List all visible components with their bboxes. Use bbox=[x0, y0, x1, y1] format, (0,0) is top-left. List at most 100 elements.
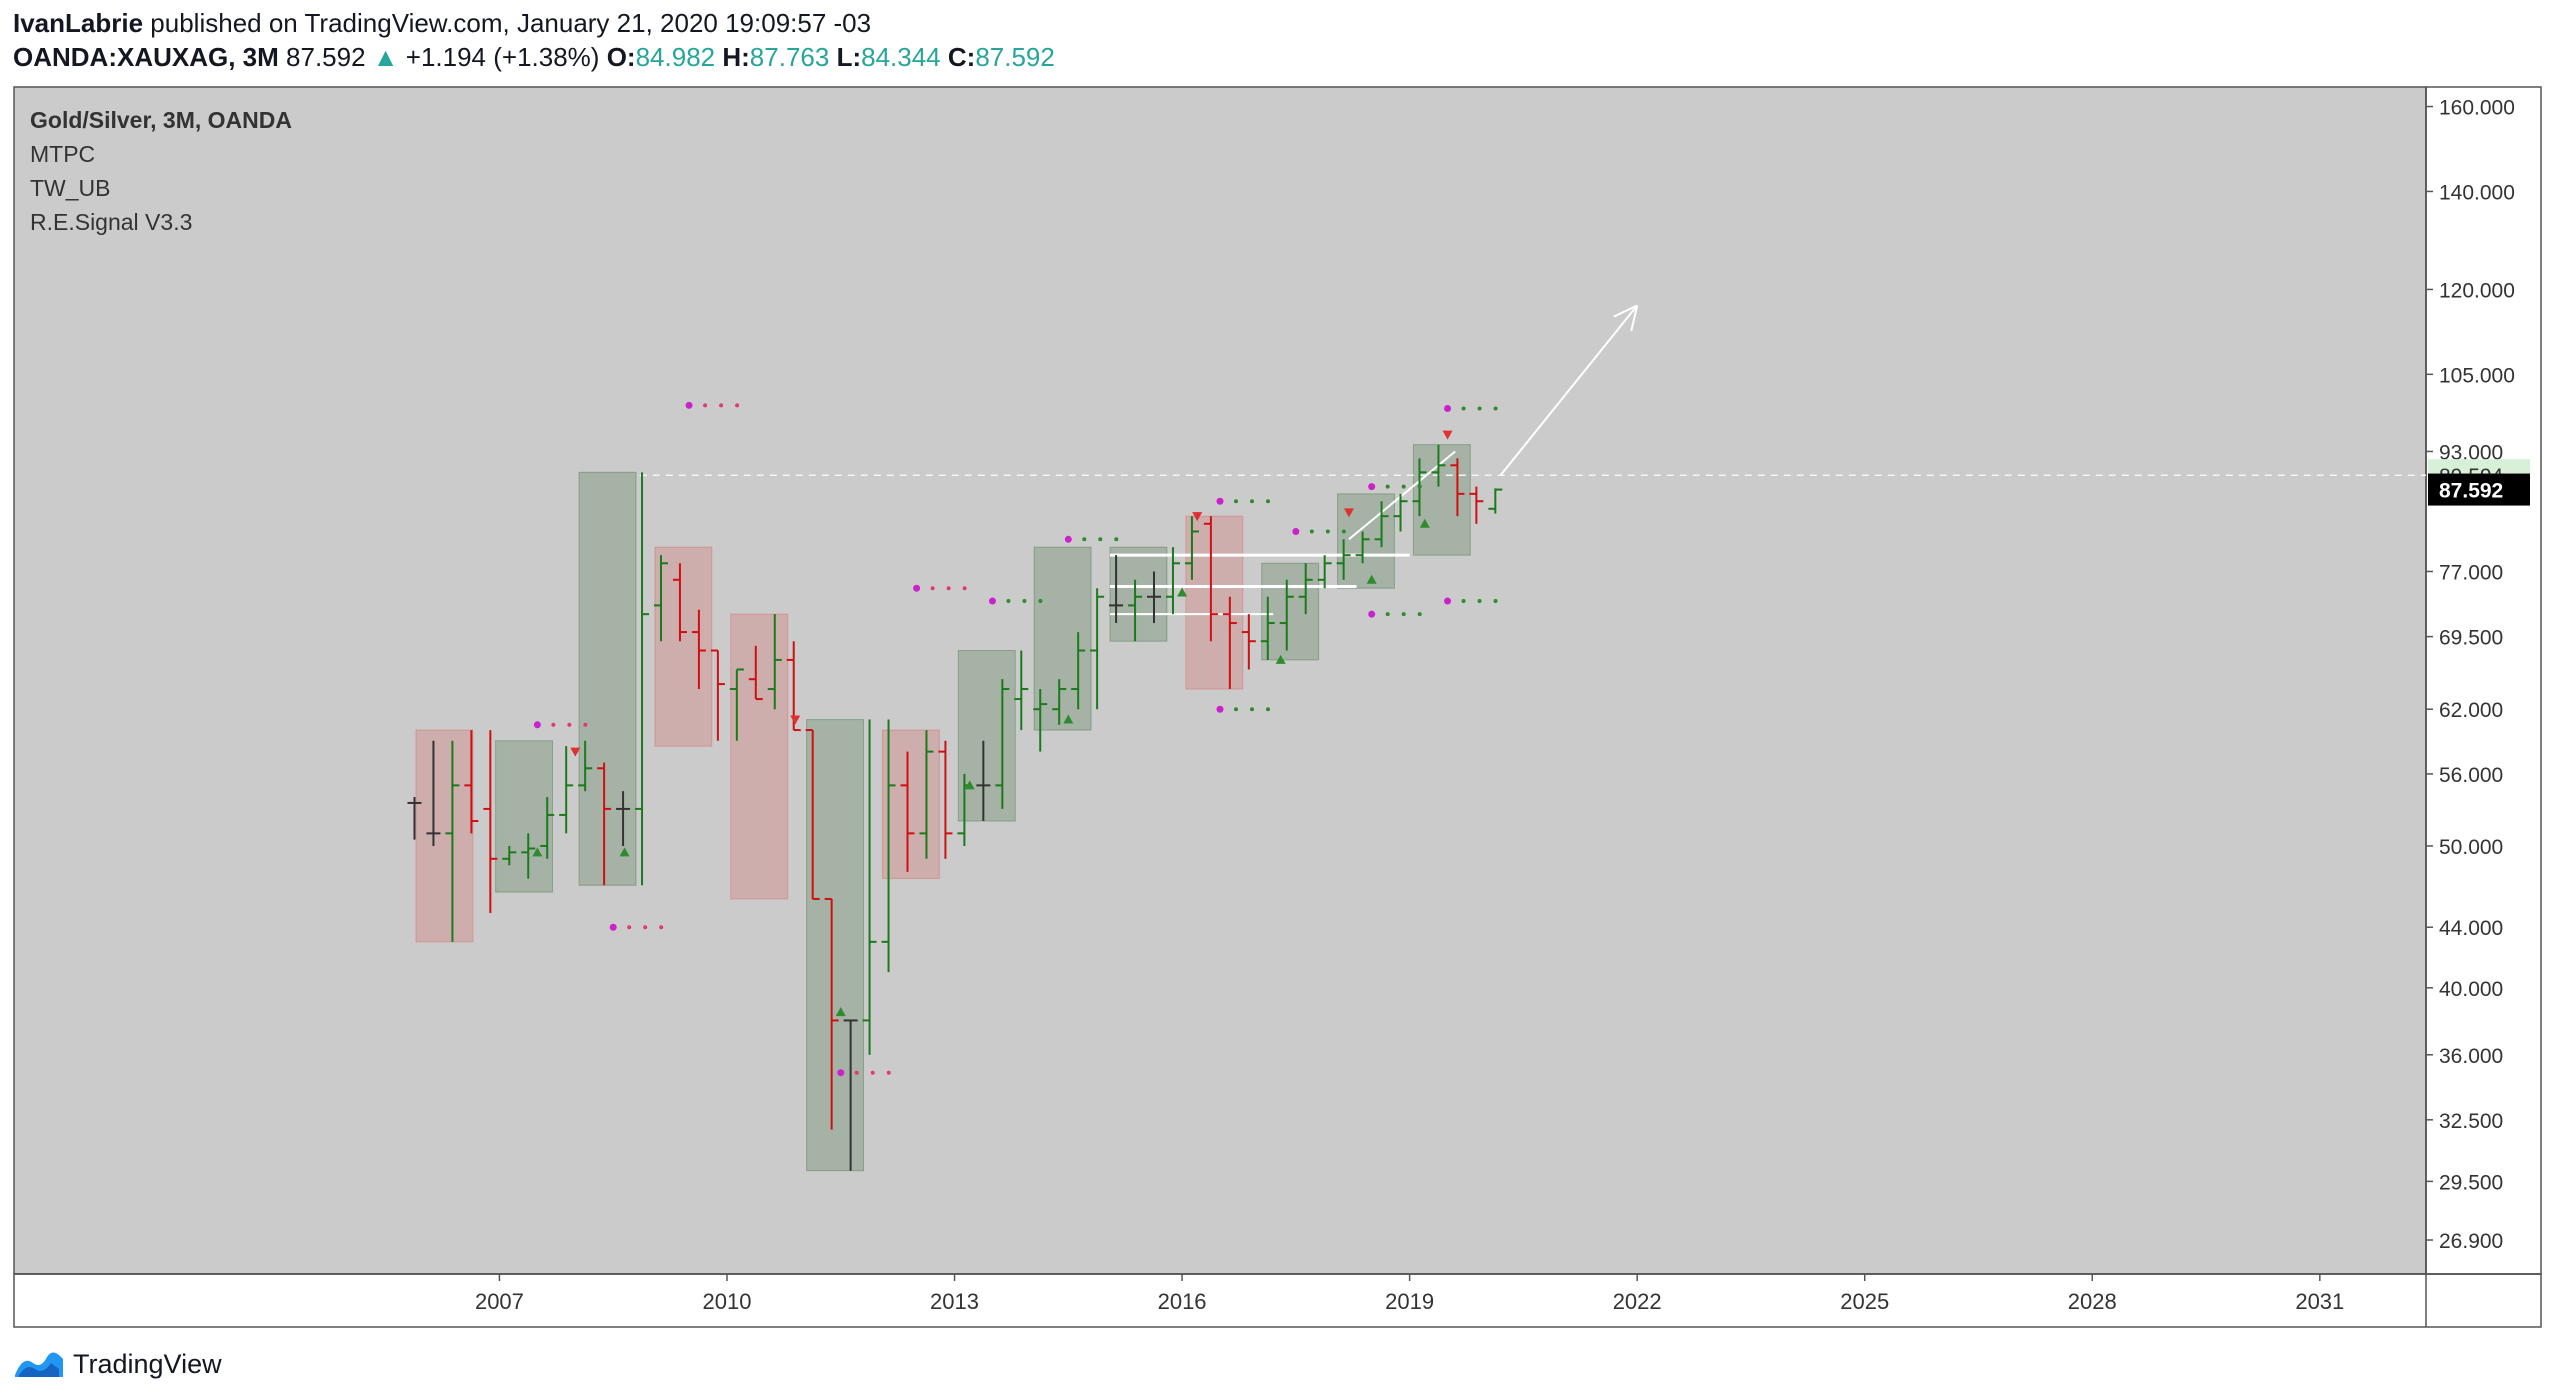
last-price-label: 87.592 bbox=[2439, 480, 2503, 503]
low-key: L: bbox=[836, 42, 862, 72]
range-box-red bbox=[654, 546, 713, 747]
signal-dot bbox=[1368, 483, 1376, 491]
signal-trail-dot bbox=[870, 1070, 875, 1075]
signal-trail-dot bbox=[1038, 599, 1043, 604]
projection-arrow-head bbox=[1613, 304, 1638, 318]
legend-indicator-mtpc[interactable]: MTPC bbox=[30, 141, 95, 167]
signal-trail-dot bbox=[1022, 599, 1027, 604]
signal-trail-dot bbox=[1401, 484, 1406, 489]
x-tick-label: 2019 bbox=[1385, 1289, 1434, 1314]
projection-arrow-line bbox=[1499, 304, 1638, 476]
sell-signal-marker bbox=[1343, 508, 1354, 518]
legend: Gold/Silver, 3M, OANDA MTPC TW_UB R.E.Si… bbox=[30, 107, 292, 235]
legend-indicator-tw-ub[interactable]: TW_UB bbox=[30, 175, 111, 201]
signal-dot bbox=[609, 923, 617, 931]
signal-dot bbox=[1444, 597, 1452, 605]
y-tick-label: 50.000 bbox=[2439, 836, 2503, 859]
buy-signal-marker bbox=[1366, 574, 1377, 584]
signal-trail-dot bbox=[1006, 599, 1011, 604]
buy-signal-marker bbox=[1419, 518, 1430, 528]
y-tick-label: 62.000 bbox=[2439, 699, 2503, 722]
signal-trail-dot bbox=[627, 925, 632, 930]
signal-trail-dot bbox=[1493, 406, 1498, 411]
symbol-info-line: OANDA:XAUXAG, 3M 87.592 ▲ +1.194 (+1.38%… bbox=[13, 42, 1055, 73]
buy-signal-marker bbox=[1275, 654, 1286, 664]
signal-trail-dot bbox=[1325, 529, 1330, 534]
y-tick-label: 120.000 bbox=[2439, 279, 2515, 302]
signal-trail-dot bbox=[1114, 537, 1119, 542]
signal-trail-dot bbox=[1250, 499, 1254, 504]
x-tick-label: 2022 bbox=[1613, 1289, 1662, 1314]
signal-dot bbox=[533, 721, 541, 729]
range-box-red bbox=[1185, 515, 1244, 690]
signal-trail-dot bbox=[1341, 529, 1346, 534]
y-tick-label: 36.000 bbox=[2439, 1045, 2503, 1068]
signal-trail-dot bbox=[1082, 537, 1087, 542]
y-tick-label: 140.000 bbox=[2439, 181, 2515, 204]
tradingview-logo-icon bbox=[15, 1352, 63, 1377]
range-box-green bbox=[1109, 546, 1168, 642]
range-box-red bbox=[730, 613, 789, 900]
range-box-red bbox=[881, 729, 940, 880]
signal-trail-dot bbox=[1250, 707, 1254, 712]
range-box-green bbox=[578, 471, 637, 886]
legend-title[interactable]: Gold/Silver, 3M, OANDA bbox=[30, 107, 292, 133]
range-box-green bbox=[1261, 562, 1320, 661]
y-tick-label: 44.000 bbox=[2439, 917, 2503, 940]
plot-area[interactable] bbox=[13, 86, 2427, 1275]
open-key: O: bbox=[606, 42, 636, 72]
author-name[interactable]: IvanLabrie bbox=[13, 8, 144, 38]
signal-dot bbox=[1216, 705, 1224, 713]
range-box-red bbox=[415, 729, 474, 943]
signal-trail-dot bbox=[567, 722, 572, 727]
signal-dot bbox=[1216, 497, 1224, 505]
legend-indicator-resignal[interactable]: R.E.Signal V3.3 bbox=[30, 209, 192, 235]
footer-brand-label: TradingView bbox=[73, 1348, 222, 1379]
signal-trail-dot bbox=[1266, 499, 1270, 504]
signal-trail-dot bbox=[1266, 707, 1270, 712]
y-tick-label: 29.500 bbox=[2439, 1171, 2503, 1194]
signal-trail-dot bbox=[1417, 612, 1422, 617]
x-tick-label: 2025 bbox=[1840, 1289, 1889, 1314]
y-tick-label: 69.500 bbox=[2439, 627, 2503, 650]
signal-trail-dot bbox=[659, 925, 664, 930]
time-axis[interactable] bbox=[13, 1273, 2542, 1328]
range-boxes bbox=[415, 444, 1471, 1172]
signal-dot bbox=[1064, 535, 1072, 543]
footer-brand[interactable]: TradingView bbox=[13, 1346, 222, 1382]
signal-trail-dot bbox=[1461, 599, 1466, 604]
open-value: 84.982 bbox=[635, 42, 716, 72]
publish-info: published on TradingView.com, January 21… bbox=[150, 8, 872, 38]
y-tick-label: 32.500 bbox=[2439, 1110, 2503, 1133]
x-tick-label: 2007 bbox=[475, 1289, 524, 1314]
signal-trail-dot bbox=[1385, 612, 1390, 617]
x-tick-label: 2010 bbox=[703, 1289, 752, 1314]
signal-trail-dot bbox=[1234, 707, 1238, 712]
signal-trail-dot bbox=[1309, 529, 1314, 534]
signal-trail-dot bbox=[1477, 599, 1482, 604]
sell-signal-marker bbox=[1442, 430, 1453, 440]
range-box-green bbox=[1033, 546, 1092, 731]
close-key: C: bbox=[947, 42, 976, 72]
y-tick-label: 26.900 bbox=[2439, 1230, 2503, 1253]
signal-trail-dot bbox=[930, 586, 935, 591]
chart-container[interactable]: 160.000 140.000 120.000 105.000 93.000 77.000… bbox=[13, 86, 2542, 1328]
x-tick-label: 2013 bbox=[930, 1289, 979, 1314]
signal-dot bbox=[1292, 527, 1300, 535]
signal-trail-dot bbox=[1098, 537, 1103, 542]
signal-trail-dot bbox=[946, 586, 951, 591]
projection-arrow-head bbox=[1630, 305, 1639, 332]
signal-trail-dot bbox=[583, 722, 588, 727]
signal-dot bbox=[1368, 610, 1376, 618]
price-change: +1.194 (+1.38%) bbox=[405, 42, 600, 72]
ohlc-bars bbox=[407, 444, 1503, 1171]
symbol-name: OANDA:XAUXAG, 3M bbox=[13, 42, 279, 72]
range-box-green bbox=[957, 649, 1016, 822]
signal-trail-dot bbox=[735, 403, 740, 408]
signal-trail-dot bbox=[1461, 406, 1466, 411]
price-axis[interactable] bbox=[2425, 86, 2542, 1275]
signal-dot bbox=[837, 1069, 845, 1077]
trend-line bbox=[1348, 450, 1456, 541]
signal-dot bbox=[1444, 405, 1452, 413]
price-chart[interactable]: 160.000 140.000 120.000 105.000 93.000 77.000… bbox=[13, 86, 2542, 1328]
